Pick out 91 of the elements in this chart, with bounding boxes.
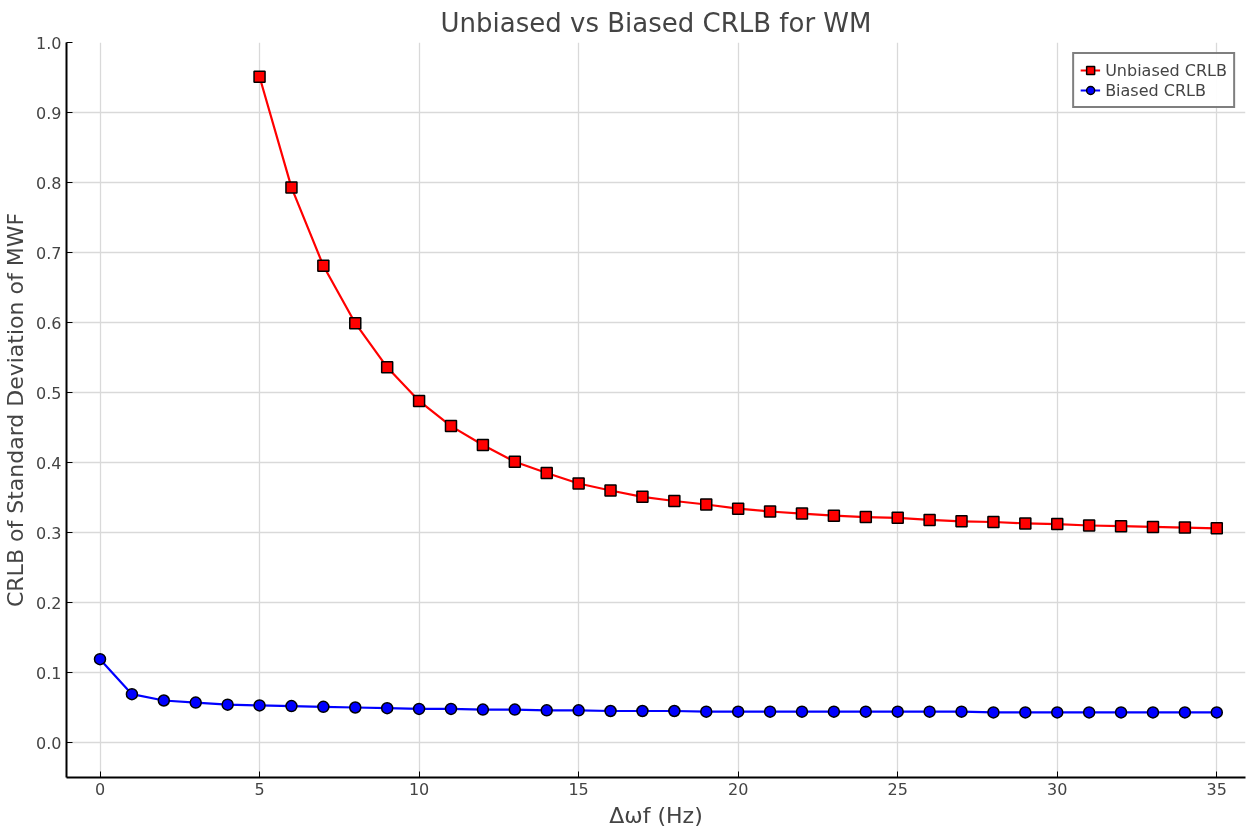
point xyxy=(412,702,426,716)
point xyxy=(221,698,234,711)
point xyxy=(1210,706,1224,719)
point xyxy=(93,652,107,666)
point xyxy=(157,694,171,707)
point xyxy=(955,515,968,528)
point xyxy=(1178,706,1192,719)
y-tick-label: 0.1 xyxy=(36,663,62,683)
point xyxy=(253,70,266,84)
x-tick-label: 15 xyxy=(568,779,589,799)
y-tick-label: 0.9 xyxy=(36,103,62,123)
point xyxy=(540,704,553,717)
point xyxy=(317,259,330,273)
legend-label: Unbiased CRLB xyxy=(1105,60,1227,80)
point xyxy=(923,705,936,718)
point xyxy=(412,394,426,408)
point xyxy=(380,361,394,374)
point xyxy=(1019,517,1032,530)
point xyxy=(572,704,585,717)
point xyxy=(380,701,394,715)
point xyxy=(1178,521,1192,534)
point xyxy=(1146,520,1160,534)
point xyxy=(987,515,1000,529)
x-tick-label: 30 xyxy=(1047,779,1068,799)
point xyxy=(285,181,298,194)
point xyxy=(700,498,713,511)
x-tick-label: 10 xyxy=(408,779,430,799)
point xyxy=(859,510,873,524)
y-tick-label: 1.0 xyxy=(36,33,62,53)
point xyxy=(508,455,522,469)
y-axis-title: CRLB of Standard Deviation of MWF xyxy=(3,212,29,608)
point xyxy=(1114,519,1128,533)
point xyxy=(1210,522,1224,535)
point xyxy=(1050,517,1064,531)
point xyxy=(1082,519,1096,532)
x-tick-label: 5 xyxy=(254,779,265,799)
point xyxy=(189,696,202,709)
point xyxy=(827,509,841,522)
y-tick-label: 0.3 xyxy=(36,523,62,543)
point xyxy=(349,701,362,714)
x-tick-label: 35 xyxy=(1206,779,1227,799)
y-tick-label: 0.7 xyxy=(36,243,62,263)
point xyxy=(476,703,490,716)
point xyxy=(731,502,745,515)
x-tick-label: 25 xyxy=(887,779,908,799)
point xyxy=(668,494,681,508)
point xyxy=(508,703,522,716)
point xyxy=(125,687,139,701)
point xyxy=(1114,706,1128,719)
point xyxy=(795,507,809,520)
point xyxy=(700,705,713,718)
y-tick-label: 0.6 xyxy=(36,313,62,333)
point xyxy=(763,505,777,518)
point xyxy=(668,704,681,718)
y-tick-label: 0.4 xyxy=(36,453,62,473)
point xyxy=(253,699,266,712)
point xyxy=(604,704,617,718)
point xyxy=(636,490,649,504)
point xyxy=(540,466,553,480)
point xyxy=(1019,706,1032,719)
point xyxy=(923,513,936,527)
point xyxy=(317,700,330,714)
y-tick-label: 0.0 xyxy=(36,733,62,753)
point xyxy=(285,699,298,713)
point xyxy=(1050,706,1064,719)
legend-label: Biased CRLB xyxy=(1105,80,1206,100)
y-tick-label: 0.2 xyxy=(36,593,62,613)
point xyxy=(891,705,904,718)
point xyxy=(731,705,745,718)
point xyxy=(1146,706,1160,719)
point xyxy=(444,702,458,716)
point xyxy=(955,705,968,718)
point xyxy=(859,705,873,718)
x-axis-title: Δωf (Hz) xyxy=(609,802,703,828)
point xyxy=(987,706,1000,719)
x-tick-label: 0 xyxy=(94,779,106,799)
chart-title: Unbiased vs Biased CRLB for WM xyxy=(440,7,872,38)
point xyxy=(891,511,904,525)
y-tick-label: 0.8 xyxy=(36,173,62,193)
point xyxy=(795,705,809,718)
y-tick-label: 0.5 xyxy=(36,383,62,403)
point xyxy=(827,705,841,718)
point xyxy=(476,438,490,452)
point xyxy=(604,484,617,497)
point xyxy=(636,704,649,718)
point xyxy=(1082,706,1096,719)
point xyxy=(572,477,585,490)
point xyxy=(444,419,458,433)
point xyxy=(349,316,362,330)
point xyxy=(763,705,777,718)
x-tick-label: 20 xyxy=(727,779,749,799)
